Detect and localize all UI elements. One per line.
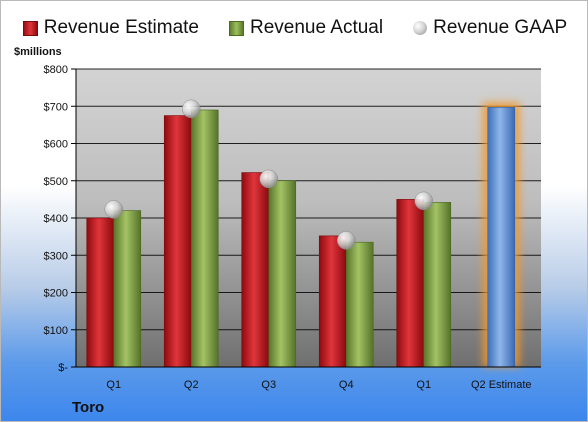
x-tick-label: Q2 Estimate: [471, 379, 532, 391]
bar-revenue-actual: [268, 180, 297, 368]
y-tick-label: $300: [44, 250, 68, 262]
bar-revenue-estimate: [241, 172, 270, 368]
x-tick-label: Q4: [339, 379, 354, 391]
bar-revenue-actual: [113, 210, 142, 368]
marker-revenue-gaap: [104, 200, 123, 219]
chart-legend: Revenue Estimate Revenue Actual Revenue …: [1, 15, 587, 41]
legend-label-revenue-actual: Revenue Actual: [250, 17, 384, 38]
bar-q2-estimate: [487, 107, 516, 368]
y-tick-label: $400: [44, 213, 68, 225]
bar-revenue-actual: [190, 109, 219, 368]
y-tick-label: $700: [44, 101, 68, 113]
bar-revenue-actual: [423, 202, 452, 368]
y-tick-label: $600: [44, 139, 68, 151]
y-tick-label: $100: [44, 325, 68, 337]
bar-revenue-actual: [345, 241, 374, 368]
y-tick-label: $500: [44, 176, 68, 188]
marker-revenue-gaap: [337, 231, 356, 250]
marker-revenue-gaap: [259, 169, 278, 189]
company-name: Toro: [72, 399, 105, 416]
legend-swatch-revenue-actual: [229, 20, 244, 36]
bar-revenue-estimate: [86, 217, 115, 368]
bar-revenue-estimate: [318, 235, 347, 368]
legend-label-revenue-gaap: Revenue GAAP: [433, 17, 568, 38]
legend-item-revenue-gaap: Revenue GAAP: [413, 17, 567, 39]
legend-swatch-revenue-estimate: [22, 20, 38, 36]
x-tick-label: Q1: [416, 379, 431, 391]
y-axis-unit-label: $millions: [14, 46, 62, 58]
legend-item-revenue-estimate: Revenue Estimate: [22, 17, 199, 39]
bar-revenue-estimate: [163, 115, 192, 368]
x-tick-label: Q2: [184, 379, 199, 391]
y-tick-label: $800: [44, 64, 68, 76]
bar-revenue-estimate: [396, 199, 425, 368]
marker-revenue-gaap: [182, 99, 201, 119]
legend-swatch-revenue-gaap: [413, 21, 428, 35]
x-tick-label: Q3: [261, 379, 276, 391]
y-tick-label: $-: [58, 362, 68, 374]
legend-item-revenue-actual: Revenue Actual: [229, 17, 383, 39]
marker-revenue-gaap: [414, 191, 433, 211]
legend-label-revenue-estimate: Revenue Estimate: [43, 17, 199, 38]
y-tick-label: $200: [44, 288, 68, 300]
x-tick-label: Q1: [106, 379, 121, 391]
